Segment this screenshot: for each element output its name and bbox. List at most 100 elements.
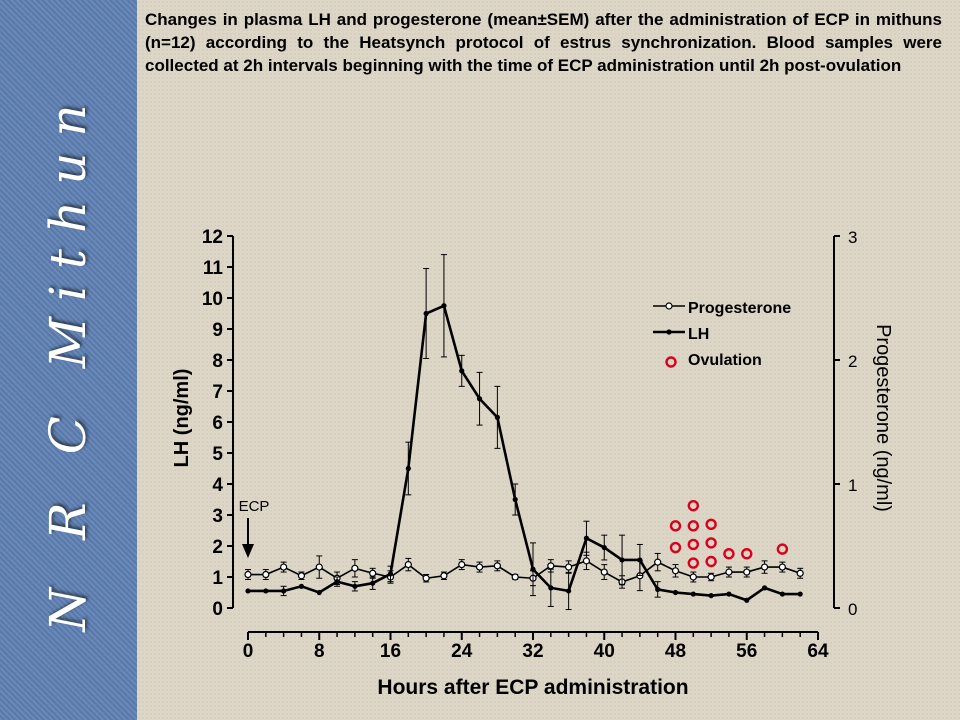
legend-item: Ovulation xyxy=(665,352,762,369)
legend-marker xyxy=(665,302,673,310)
lh-series xyxy=(245,254,803,611)
lh-point xyxy=(690,591,696,597)
lh-point xyxy=(476,396,483,402)
legend-marker xyxy=(666,329,672,335)
lh-point xyxy=(387,571,394,577)
ovulation-marker xyxy=(687,500,700,512)
x-tick-label: 64 xyxy=(807,641,829,662)
lh-point xyxy=(316,589,322,596)
lh-point xyxy=(744,597,750,603)
x-tick-label: 40 xyxy=(594,641,615,662)
lh-point xyxy=(494,414,500,420)
y2-tick-label: 2 xyxy=(848,352,857,371)
progesterone-point xyxy=(760,563,769,571)
x-tick-label: 0 xyxy=(243,641,254,662)
lh-point xyxy=(512,496,518,503)
y2-axis-label: Progesterone (ng/ml) xyxy=(872,324,894,512)
y-tick-label: 0 xyxy=(212,599,223,620)
lh-point xyxy=(637,557,643,563)
legend-item: LH xyxy=(653,326,709,343)
ecp-annotation: ECP xyxy=(239,498,269,558)
lh-point xyxy=(655,586,661,592)
progesterone-point xyxy=(422,574,430,582)
content-area xyxy=(137,0,960,720)
lh-point xyxy=(619,557,625,563)
lh-point xyxy=(726,591,732,597)
progesterone-point xyxy=(689,573,697,581)
legend-label: LH xyxy=(688,326,709,343)
ovulation-marker xyxy=(669,541,682,554)
progesterone-point xyxy=(796,569,804,577)
progesterone-point xyxy=(600,568,608,576)
ovulation-marker xyxy=(705,518,717,530)
sidebar: N R C Mithun xyxy=(0,0,137,720)
ovulation-markers xyxy=(669,500,789,569)
ovulation-marker xyxy=(741,548,753,560)
figure-caption: Changes in plasma LH and progesterone (m… xyxy=(145,10,942,75)
progesterone-point xyxy=(743,568,751,576)
lh-point xyxy=(583,535,590,541)
lh-point xyxy=(601,544,607,551)
progesterone-line xyxy=(248,559,801,583)
progesterone-point xyxy=(351,564,359,572)
lh-point xyxy=(548,585,554,591)
y2-tick-label: 0 xyxy=(848,600,857,619)
progesterone-point xyxy=(511,573,519,581)
progesterone-point xyxy=(493,562,501,570)
progesterone-point xyxy=(475,563,484,571)
lh-point xyxy=(761,585,768,591)
ovulation-marker xyxy=(776,543,789,555)
ovulation-marker xyxy=(705,537,717,549)
y-tick-label: 4 xyxy=(212,475,223,496)
y-tick-label: 5 xyxy=(212,444,223,465)
ovulation-marker xyxy=(687,557,700,569)
lh-point xyxy=(530,566,536,572)
y-tick-label: 3 xyxy=(212,506,223,527)
y-tick-label: 10 xyxy=(202,289,223,310)
lh-point xyxy=(352,583,358,589)
lh-point xyxy=(405,465,411,472)
progesterone-point xyxy=(582,557,591,565)
lh-point xyxy=(779,591,785,597)
chart-series xyxy=(244,254,804,611)
progesterone-series xyxy=(244,551,804,592)
y-tick-label: 9 xyxy=(212,320,223,341)
y-tick-label: 1 xyxy=(212,568,223,589)
lh-point xyxy=(370,580,376,586)
progesterone-point xyxy=(458,561,466,569)
x-tick-label: 24 xyxy=(451,641,473,662)
progesterone-point xyxy=(547,562,555,570)
y-tick-label: 8 xyxy=(212,351,223,372)
progesterone-point xyxy=(244,570,252,579)
progesterone-point xyxy=(297,572,306,580)
x-tick-label: 8 xyxy=(314,641,325,662)
y-axis-label: LH (ng/ml) xyxy=(171,369,193,468)
y-tick-label: 11 xyxy=(203,258,224,279)
ovulation-marker xyxy=(723,548,735,560)
progesterone-point xyxy=(315,563,323,571)
lh-point xyxy=(566,588,572,594)
x-tick-label: 48 xyxy=(665,641,686,662)
y-tick-label: 2 xyxy=(212,537,223,558)
lh-line xyxy=(248,303,801,602)
lh-point xyxy=(797,591,803,597)
lh-point xyxy=(334,579,340,585)
legend-ovulation-marker xyxy=(665,356,677,368)
x-axis-label: Hours after ECP administration xyxy=(377,676,688,699)
y-tick-label: 12 xyxy=(202,227,223,248)
progesterone-point xyxy=(565,563,573,571)
progesterone-point xyxy=(440,572,448,580)
progesterone-point xyxy=(671,567,680,575)
sidebar-title: N R C Mithun xyxy=(39,88,97,632)
y-tick-label: 7 xyxy=(212,382,223,403)
lh-point xyxy=(298,583,305,589)
x-tick-label: 56 xyxy=(736,641,757,662)
ovulation-marker xyxy=(687,538,700,551)
x-tick-label: 16 xyxy=(380,641,401,662)
lh-point xyxy=(245,588,251,594)
progesterone-point xyxy=(725,568,733,576)
progesterone-point xyxy=(404,561,412,569)
ovulation-marker xyxy=(687,520,700,532)
